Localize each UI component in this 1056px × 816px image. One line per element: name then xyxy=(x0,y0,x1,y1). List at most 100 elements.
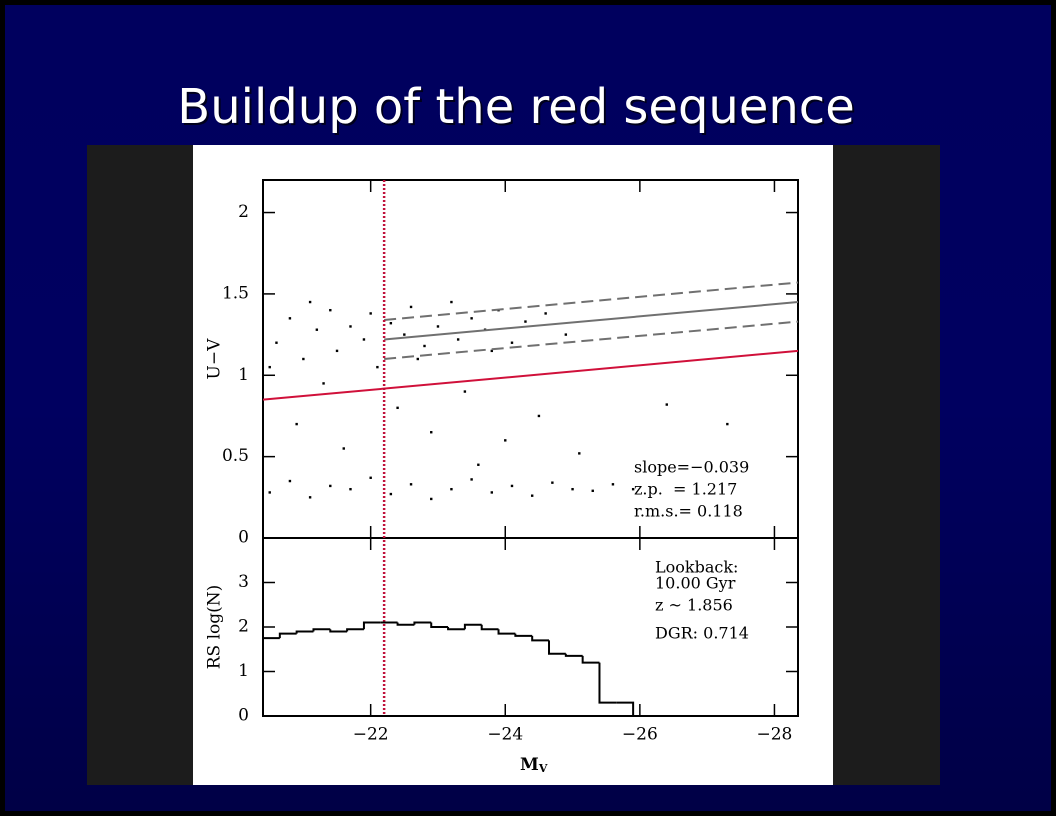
point xyxy=(477,463,480,466)
point xyxy=(376,365,379,369)
point xyxy=(302,357,305,361)
point xyxy=(530,494,534,497)
point xyxy=(551,481,554,484)
point xyxy=(510,484,514,488)
y-tick-label: 3 xyxy=(238,572,249,592)
point xyxy=(389,492,393,496)
point xyxy=(430,497,433,501)
point xyxy=(329,484,332,488)
histogram-bin xyxy=(564,653,583,657)
x-axis-label-sub: V xyxy=(538,762,548,775)
fit-annotation: r.m.s.= 0.118 xyxy=(634,502,743,521)
histogram-bin xyxy=(295,630,314,634)
histogram-bin xyxy=(362,621,381,630)
point xyxy=(537,414,541,418)
point xyxy=(389,322,393,325)
x-tick-label: −22 xyxy=(353,725,389,745)
fit-annotation: slope=−0.039 xyxy=(634,458,749,477)
histogram-bin xyxy=(346,628,364,632)
point xyxy=(430,431,433,434)
point xyxy=(423,344,426,348)
fit-line xyxy=(384,301,799,341)
point xyxy=(524,320,527,323)
point xyxy=(403,333,406,336)
histogram-bin xyxy=(497,629,516,635)
point xyxy=(463,390,467,393)
info-annotation: DGR: 0.714 xyxy=(655,624,749,643)
histogram-bin xyxy=(548,640,566,655)
point xyxy=(450,487,453,491)
point xyxy=(308,300,312,304)
point xyxy=(490,349,494,353)
fit-annotation: z.p. = 1.217 xyxy=(634,480,737,499)
y-tick-label: 0 xyxy=(238,528,249,548)
x-axis-label-main: M xyxy=(520,755,539,775)
point xyxy=(288,479,292,483)
fit-line xyxy=(262,349,799,401)
point xyxy=(726,422,729,426)
fit-line xyxy=(384,281,799,321)
point xyxy=(409,305,413,309)
point xyxy=(470,478,473,481)
slide-title: Buildup of the red sequence xyxy=(177,79,854,135)
point xyxy=(349,325,352,328)
point xyxy=(268,491,271,494)
x-tick-label: −28 xyxy=(757,725,793,745)
point xyxy=(335,349,339,353)
point xyxy=(510,341,514,344)
info-annotation: z ~ 1.856 xyxy=(655,596,733,615)
histogram-bin xyxy=(396,622,415,626)
y-tick-label: 0 xyxy=(238,706,249,726)
y-axis-label: U−V xyxy=(205,338,225,380)
point xyxy=(342,447,345,450)
x-tick-label: −26 xyxy=(622,725,658,745)
point xyxy=(288,317,292,320)
histogram-bin xyxy=(616,701,635,716)
point xyxy=(308,496,312,499)
point xyxy=(369,312,372,315)
plots: 0 0.5 1 1.5 2 U−V slope=−0.039 z.p. = 1.217 r.m.… xyxy=(205,180,799,775)
y-tick-label: 1 xyxy=(238,365,249,385)
histogram-bin xyxy=(463,623,482,630)
info-annotation: Lookback: xyxy=(655,558,738,577)
point xyxy=(571,487,574,491)
histogram-bin xyxy=(598,662,617,704)
histogram-bin xyxy=(480,624,499,631)
point xyxy=(544,312,547,315)
y-tick-label: 0.5 xyxy=(222,446,249,466)
point xyxy=(490,491,494,494)
x-axis-label: MV xyxy=(520,755,548,776)
fit-line xyxy=(384,320,799,360)
title-shadow: Buildup of the red sequence xyxy=(179,81,856,137)
point xyxy=(450,300,453,304)
y-tick-label: 2 xyxy=(238,617,249,637)
point xyxy=(470,317,473,320)
point xyxy=(329,308,332,312)
point xyxy=(396,406,399,410)
point xyxy=(322,382,325,385)
point xyxy=(591,489,594,493)
point xyxy=(362,338,366,341)
point xyxy=(504,439,507,442)
point xyxy=(416,357,419,361)
point xyxy=(456,338,460,341)
point xyxy=(578,452,581,455)
point xyxy=(315,328,319,331)
plot-area xyxy=(193,145,833,785)
point xyxy=(665,403,668,406)
histogram-bin xyxy=(514,633,533,637)
y-tick-label: 1 xyxy=(238,661,249,681)
histogram-bin xyxy=(413,621,432,625)
point xyxy=(268,365,271,369)
point xyxy=(349,487,352,491)
point xyxy=(564,333,568,336)
histogram-bin xyxy=(447,627,465,631)
histogram-bin xyxy=(531,635,550,642)
histogram-bin xyxy=(278,632,297,639)
histogram-bin xyxy=(329,629,348,633)
y-axis-label: RS log(N) xyxy=(205,585,225,670)
point xyxy=(295,422,298,426)
point xyxy=(369,476,372,479)
histogram-bin xyxy=(312,628,331,632)
